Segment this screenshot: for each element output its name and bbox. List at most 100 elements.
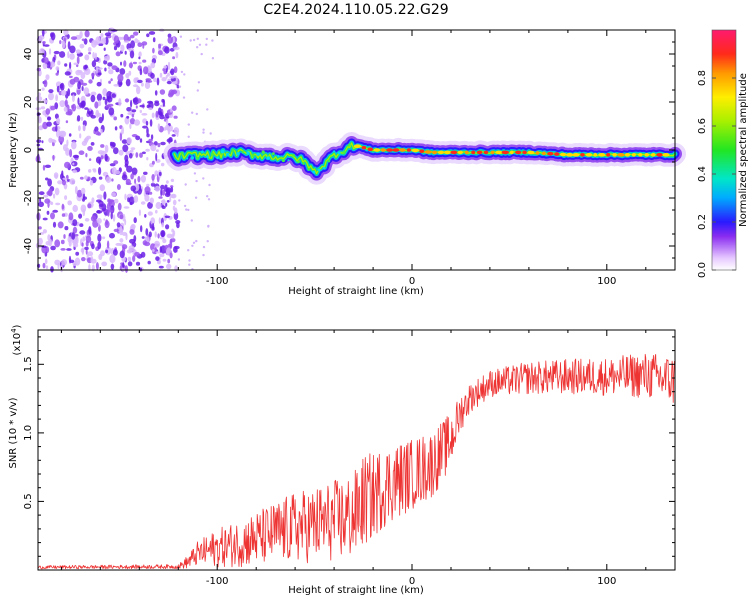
spectrogram-speckle <box>162 238 167 244</box>
spectrogram-speckle <box>102 88 108 97</box>
spectrogram-speckle <box>137 175 141 183</box>
spectrogram-speckle <box>106 91 113 100</box>
spectrogram-peak <box>560 152 567 157</box>
spectrogram-speckle <box>63 234 66 239</box>
spectrogram-speckle <box>133 77 139 84</box>
spectrogram-speckle <box>38 191 45 196</box>
spectrogram-speckle <box>132 97 138 103</box>
spectrogram-speckle <box>144 214 147 218</box>
spectrogram-speckle <box>87 146 93 151</box>
spectrogram-speckle <box>94 52 97 60</box>
spectrogram-speckle <box>42 262 46 269</box>
spectrogram-speckle <box>72 219 78 227</box>
spectrogram-speckle <box>103 218 106 221</box>
spectrogram-speckle <box>124 50 127 55</box>
spectrogram-peak <box>406 148 411 152</box>
spectrogram-speckle <box>150 134 154 140</box>
spectrogram-speckle <box>107 209 110 217</box>
colorbar-tick-label: 0.4 <box>697 166 708 182</box>
spectrogram-speckle <box>150 62 156 69</box>
spectrogram-speckle <box>125 265 128 273</box>
spectrogram-speckle <box>187 123 190 126</box>
spectrogram-speckle <box>55 66 60 71</box>
spectrogram-speckle <box>57 221 64 229</box>
spectrogram-speckle <box>161 98 165 103</box>
spectrogram-speckle <box>133 217 137 224</box>
spectrogram-speckle <box>128 245 135 252</box>
spectrogram-speckle <box>68 212 74 221</box>
spectrogram-speckle <box>59 51 66 58</box>
spectrogram-speckle <box>52 154 55 161</box>
spectrogram-speckle <box>206 108 209 111</box>
spectrogram-speckle <box>164 215 171 219</box>
spectrogram-speckle <box>114 198 119 204</box>
spectrogram-speckle <box>161 222 165 228</box>
spectrogram-speckle <box>131 109 137 113</box>
spectrogram-speckle <box>44 258 48 265</box>
spectrogram-speckle <box>111 93 116 98</box>
colorbar: 0.0 0.2 0.4 0.6 0.8 Normalized spectral ampl… <box>697 29 749 278</box>
spectrogram-speckle <box>172 205 176 211</box>
spectrogram-speckle <box>159 253 165 258</box>
spectrogram-peak <box>585 153 593 157</box>
spectrogram-speckle <box>146 183 150 187</box>
spectrogram-speckle <box>100 33 104 38</box>
spectrogram-speckle <box>139 152 143 158</box>
spectrogram-speckle <box>166 200 170 203</box>
spectrogram-peak <box>554 152 560 156</box>
spectrogram-y-tick-label: 20 <box>23 96 34 109</box>
spectrogram-speckle <box>168 137 173 142</box>
spectrogram-speckle <box>207 198 211 201</box>
spectrogram-speckle <box>142 240 148 246</box>
spectrogram-speckle <box>171 105 177 111</box>
spectrogram-speckle <box>155 110 159 118</box>
spectrogram-peak <box>216 156 220 160</box>
spectrogram-speckle <box>35 95 43 102</box>
spectrogram-speckle <box>151 160 155 165</box>
spectrogram-speckle <box>121 244 128 250</box>
spectrogram-speckle <box>54 187 60 196</box>
spectrogram-speckle <box>119 68 126 75</box>
spectrogram-speckle <box>38 116 42 124</box>
spectrogram-speckle <box>121 231 128 236</box>
spectrogram-speckle <box>157 233 160 239</box>
spectrogram-speckle <box>167 61 171 71</box>
spectrogram-speckle <box>101 113 104 121</box>
spectrogram-speckle <box>152 47 155 54</box>
spectrogram-speckle <box>141 151 146 155</box>
spectrogram-speckle <box>126 115 130 119</box>
spectrogram-speckle <box>96 81 102 87</box>
spectrogram-speckle <box>187 249 190 252</box>
spectrogram-peak <box>261 150 265 154</box>
spectrogram-speckle <box>42 229 48 234</box>
spectrogram-speckle <box>88 169 92 173</box>
spectrogram-speckle <box>91 60 97 68</box>
spectrogram-speckle <box>136 85 141 95</box>
spectrogram-speckle <box>38 125 44 131</box>
spectrogram-speckle <box>88 158 92 161</box>
spectrogram-speckle <box>43 44 50 47</box>
spectrogram-speckle <box>161 162 165 167</box>
spectrogram-speckle <box>90 115 97 119</box>
spectrogram-speckle <box>102 96 106 101</box>
spectrogram-speckle <box>165 224 170 230</box>
snr-x-axis-label: Height of straight line (km) <box>288 585 424 596</box>
spectrogram-speckle <box>61 213 66 217</box>
spectrogram-speckle <box>129 123 132 130</box>
spectrogram-speckle <box>80 72 86 79</box>
snr-x-tick-label: -100 <box>206 576 229 587</box>
spectrogram-speckle <box>55 94 58 102</box>
spectrogram-speckle <box>111 142 116 148</box>
spectrogram-speckle <box>84 67 91 76</box>
spectrogram-speckle <box>165 188 171 196</box>
spectrogram-speckle <box>159 246 162 253</box>
spectrogram-speckle <box>69 61 72 70</box>
spectrogram-speckle <box>50 266 54 273</box>
spectrogram-speckle <box>50 245 56 251</box>
spectrogram-marks <box>35 27 686 273</box>
snr-x-tick-label: 0 <box>409 576 415 587</box>
spectrogram-peak <box>353 144 362 148</box>
spectrogram-speckle <box>125 78 131 87</box>
spectrogram-speckle <box>129 229 135 235</box>
spectrogram-speckle <box>96 93 102 102</box>
